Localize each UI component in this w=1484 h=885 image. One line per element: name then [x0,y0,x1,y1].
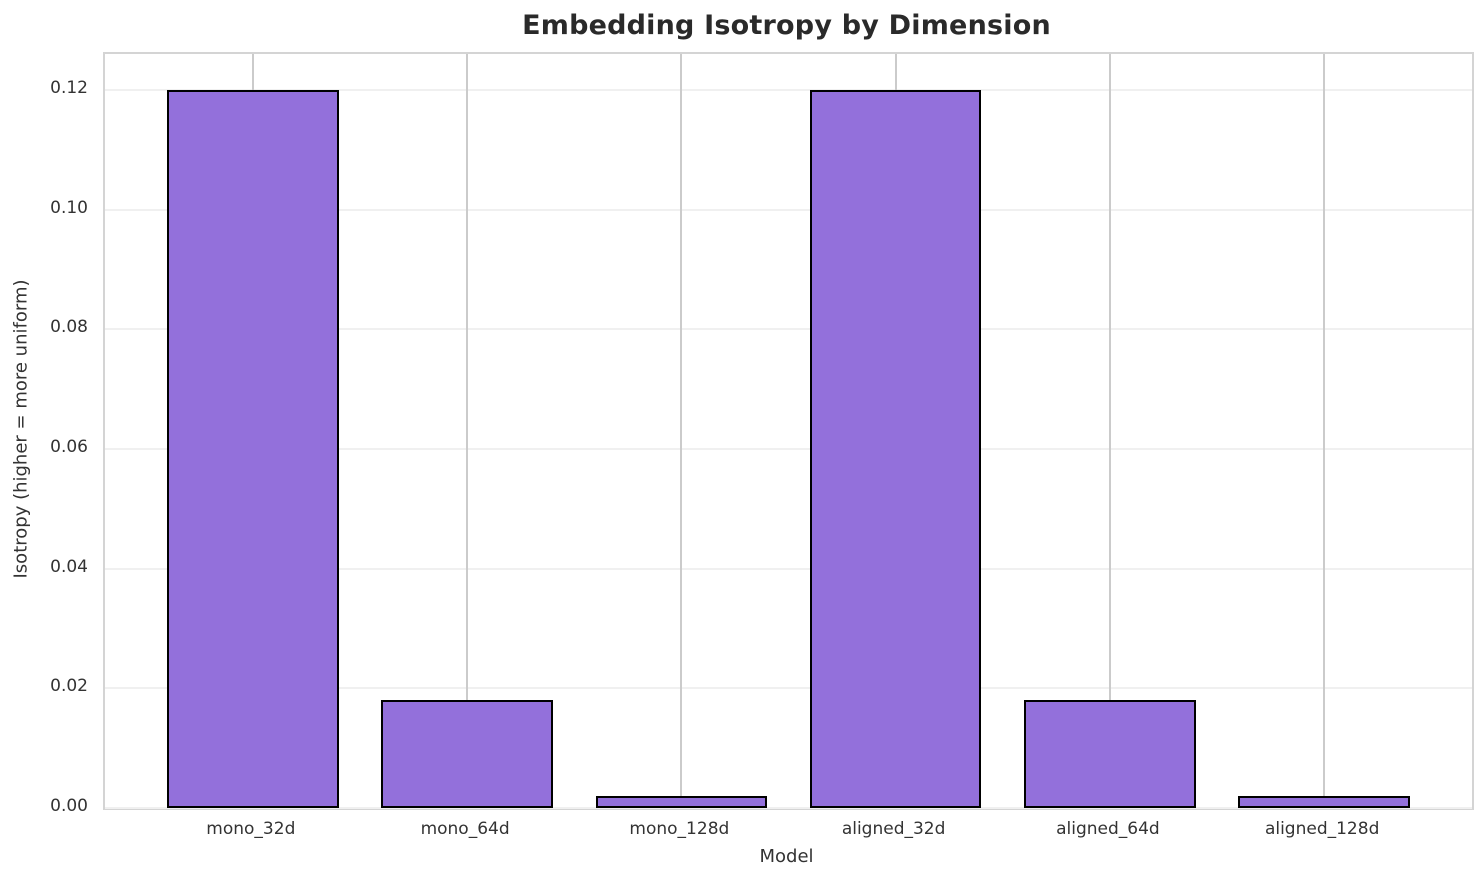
gridline-y-0.04 [105,567,1472,570]
x-tick-label-aligned_128d: aligned_128d [1264,819,1380,839]
bar-mono_64d [381,700,553,808]
x-tick-label-aligned_32d: aligned_32d [841,819,946,839]
gridline-x-mono_64d [466,54,469,808]
gridline-y-0.12 [105,88,1472,91]
plot-area [103,52,1474,810]
y-tick-label: 0.04 [50,556,88,577]
y-tick-label: 0.02 [50,676,88,697]
gridline-y-0.00 [105,807,1472,809]
y-tick-label: 0.10 [50,197,88,218]
gridline-y-0.06 [105,447,1472,450]
bar-aligned_64d [1024,700,1196,808]
bar-mono_32d [167,89,339,808]
y-tick-label: 0.00 [50,796,88,816]
gridline-x-aligned_64d [1108,54,1111,808]
y-tick-label: 0.12 [50,77,88,98]
gridline-x-mono_128d [680,54,683,808]
gridline-y-0.10 [105,208,1472,211]
gridline-y-0.02 [105,687,1472,690]
gridline-x-aligned_128d [1323,54,1326,808]
x-tick-label-mono_128d: mono_128d [629,819,730,839]
y-tick-label: 0.06 [50,436,88,457]
x-tick-label-mono_32d: mono_32d [206,819,296,839]
y-tick-label: 0.08 [50,317,88,338]
x-tick-label-mono_64d: mono_64d [420,819,510,839]
x-tick-label-aligned_64d: aligned_64d [1056,819,1160,839]
bar-aligned_32d [809,89,982,808]
bar-mono_128d [595,796,768,808]
x-axis-label: Model [759,846,814,867]
gridline-y-0.08 [105,328,1472,331]
bar-aligned_128d [1238,796,1410,808]
chart-title: Embedding Isotropy by Dimension [522,10,1051,41]
